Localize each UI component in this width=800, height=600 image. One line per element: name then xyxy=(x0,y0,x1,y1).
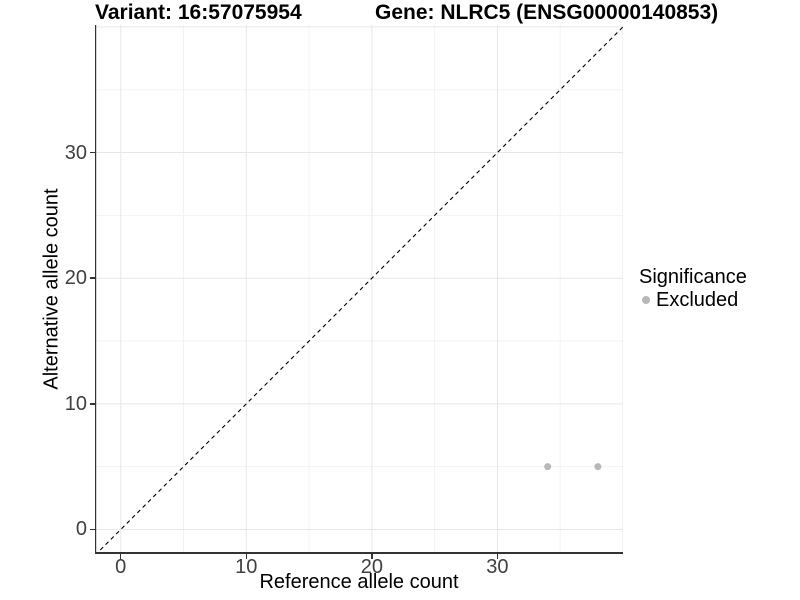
y-tick-mark xyxy=(90,151,95,154)
legend-title: Significance xyxy=(639,266,747,288)
x-tick-mark xyxy=(496,554,499,559)
variant-title: Variant: 16:57075954 xyxy=(95,1,302,24)
x-tick-label: 0 xyxy=(115,556,127,578)
x-tick-mark xyxy=(119,554,122,559)
legend-item-excluded: Excluded xyxy=(639,290,747,310)
y-tick-mark xyxy=(90,528,95,531)
x-tick-label: 20 xyxy=(360,556,383,578)
y-tick-label: 30 xyxy=(64,141,87,164)
gene-title: Gene: NLRC5 (ENSG00000140853) xyxy=(375,1,719,24)
y-tick-label: 0 xyxy=(75,518,87,541)
plot-panel xyxy=(95,25,623,554)
y-tick-mark xyxy=(90,277,95,279)
data-point xyxy=(594,463,602,471)
x-axis-title: Reference allele count xyxy=(259,571,459,593)
y-tick-mark xyxy=(90,403,95,405)
y-tick-label: 10 xyxy=(64,392,87,415)
x-tick-label: 30 xyxy=(486,556,509,578)
x-tick-mark xyxy=(245,554,248,559)
y-tick-label: 20 xyxy=(64,267,87,290)
x-tick-label: 10 xyxy=(235,556,258,578)
identity-line xyxy=(95,26,623,554)
legend-point-icon xyxy=(642,296,650,304)
data-point xyxy=(544,463,552,471)
legend: Significance Excluded xyxy=(639,266,747,310)
x-tick-mark xyxy=(371,554,373,559)
y-axis-title: Alternative allele count xyxy=(40,188,63,390)
legend-item-label: Excluded xyxy=(656,289,739,311)
